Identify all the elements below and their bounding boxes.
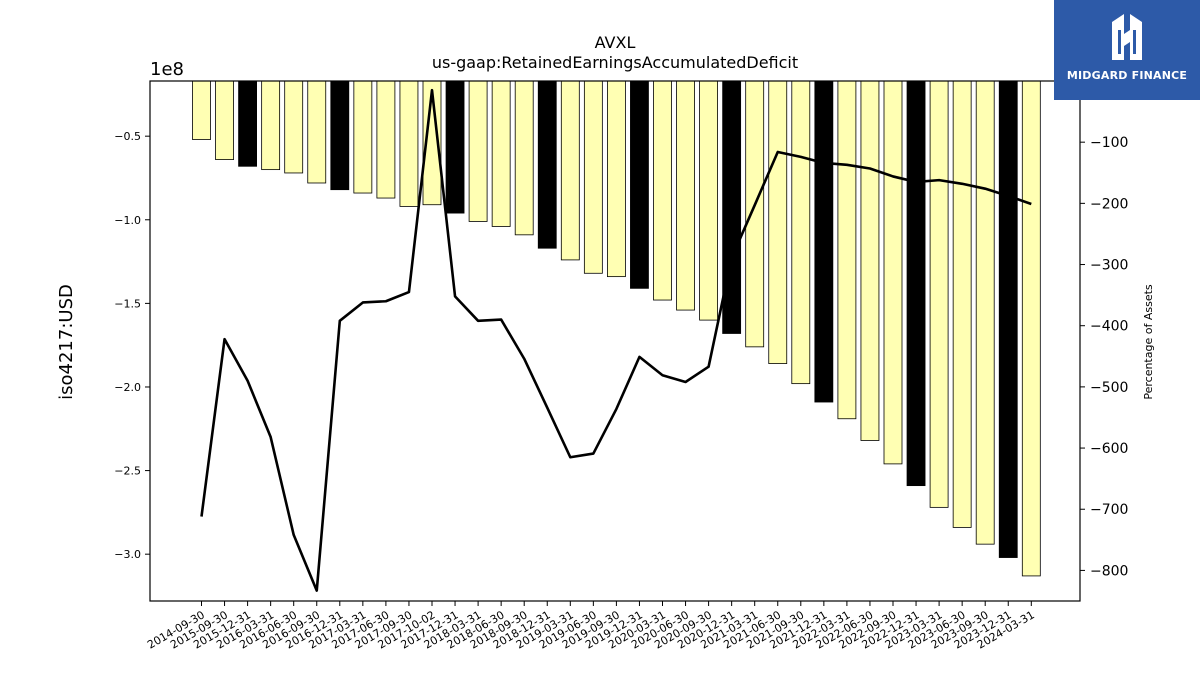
bar-2018-03-31 <box>468 80 488 222</box>
brand-logo: MIDGARD FINANCE <box>1054 0 1200 100</box>
bar-2018-09-30 <box>514 80 534 236</box>
y-tick-label: −1.0 <box>114 214 141 227</box>
y-tick-label: −2.5 <box>114 465 141 478</box>
y-axis-offset-label: 1e8 <box>150 59 184 80</box>
bar-2019-03-31 <box>560 80 580 261</box>
y-tick-label: −3.0 <box>114 548 141 561</box>
bar-2017-12-31 <box>445 80 465 214</box>
bar-2016-12-31 <box>330 80 350 191</box>
bar-2022-03-31 <box>837 80 857 420</box>
y2-axis-label: Percentage of Assets <box>1142 284 1155 400</box>
bar-2021-06-30 <box>768 80 788 364</box>
bar-2020-09-30 <box>699 80 718 321</box>
y-tick-label: −2.0 <box>114 381 141 394</box>
bar-2016-03-31 <box>261 80 281 171</box>
bar-2014-09-30 <box>192 80 211 140</box>
bar-2019-12-31 <box>630 80 649 289</box>
y2-tick-label: −800 <box>1090 563 1128 579</box>
bar-2023-09-30 <box>975 80 995 545</box>
percentage-of-assets-line <box>200 88 1032 592</box>
bar-2023-06-30 <box>952 80 972 528</box>
bar-2022-09-30 <box>883 80 903 465</box>
bar-2021-09-30 <box>791 80 811 385</box>
y2-tick-label: −100 <box>1090 135 1128 151</box>
bar-2019-09-30 <box>607 80 626 278</box>
y2-tick-label: −600 <box>1090 441 1128 457</box>
bar-2017-06-30 <box>376 80 396 199</box>
bar-2024-03-31 <box>1021 80 1041 577</box>
bar-2020-12-31 <box>722 80 742 334</box>
bar-2022-12-31 <box>906 80 926 487</box>
bar-2021-12-31 <box>814 80 834 403</box>
y2-tick-label: −300 <box>1090 258 1128 274</box>
bar-2016-09-30 <box>307 80 327 184</box>
bar-2018-12-31 <box>537 80 557 249</box>
y-tick-label: −0.5 <box>114 130 141 143</box>
bar-2023-12-31 <box>998 80 1018 558</box>
bar-2022-06-30 <box>860 80 880 441</box>
bar-2017-03-31 <box>353 80 373 194</box>
y-axis-label: iso4217:USD <box>56 284 77 400</box>
bar-2019-06-30 <box>583 80 603 274</box>
bar-2021-03-31 <box>745 80 765 348</box>
midgard-logo-icon <box>1112 14 1142 60</box>
bar-2020-06-30 <box>676 80 695 311</box>
bar-2015-09-30 <box>215 80 234 160</box>
logo-text: MIDGARD FINANCE <box>1066 69 1188 82</box>
y2-tick-label: −400 <box>1090 319 1128 335</box>
bar-2023-03-31 <box>929 80 949 508</box>
bar-2017-09-30 <box>399 80 419 207</box>
y2-tick-label: −500 <box>1090 380 1128 396</box>
y2-tick-label: −700 <box>1090 502 1128 518</box>
chart-title: AVXL <box>595 33 636 52</box>
y-tick-label: −1.5 <box>114 297 141 310</box>
bar-2015-12-31 <box>238 80 258 167</box>
bar-2016-06-30 <box>284 80 304 174</box>
plot-frame <box>149 80 1081 602</box>
y2-tick-label: −200 <box>1090 196 1128 212</box>
bar-2020-03-31 <box>653 80 672 301</box>
chart-subtitle: us-gaap:RetainedEarningsAccumulatedDefic… <box>432 53 798 72</box>
bar-2018-06-30 <box>491 80 511 227</box>
